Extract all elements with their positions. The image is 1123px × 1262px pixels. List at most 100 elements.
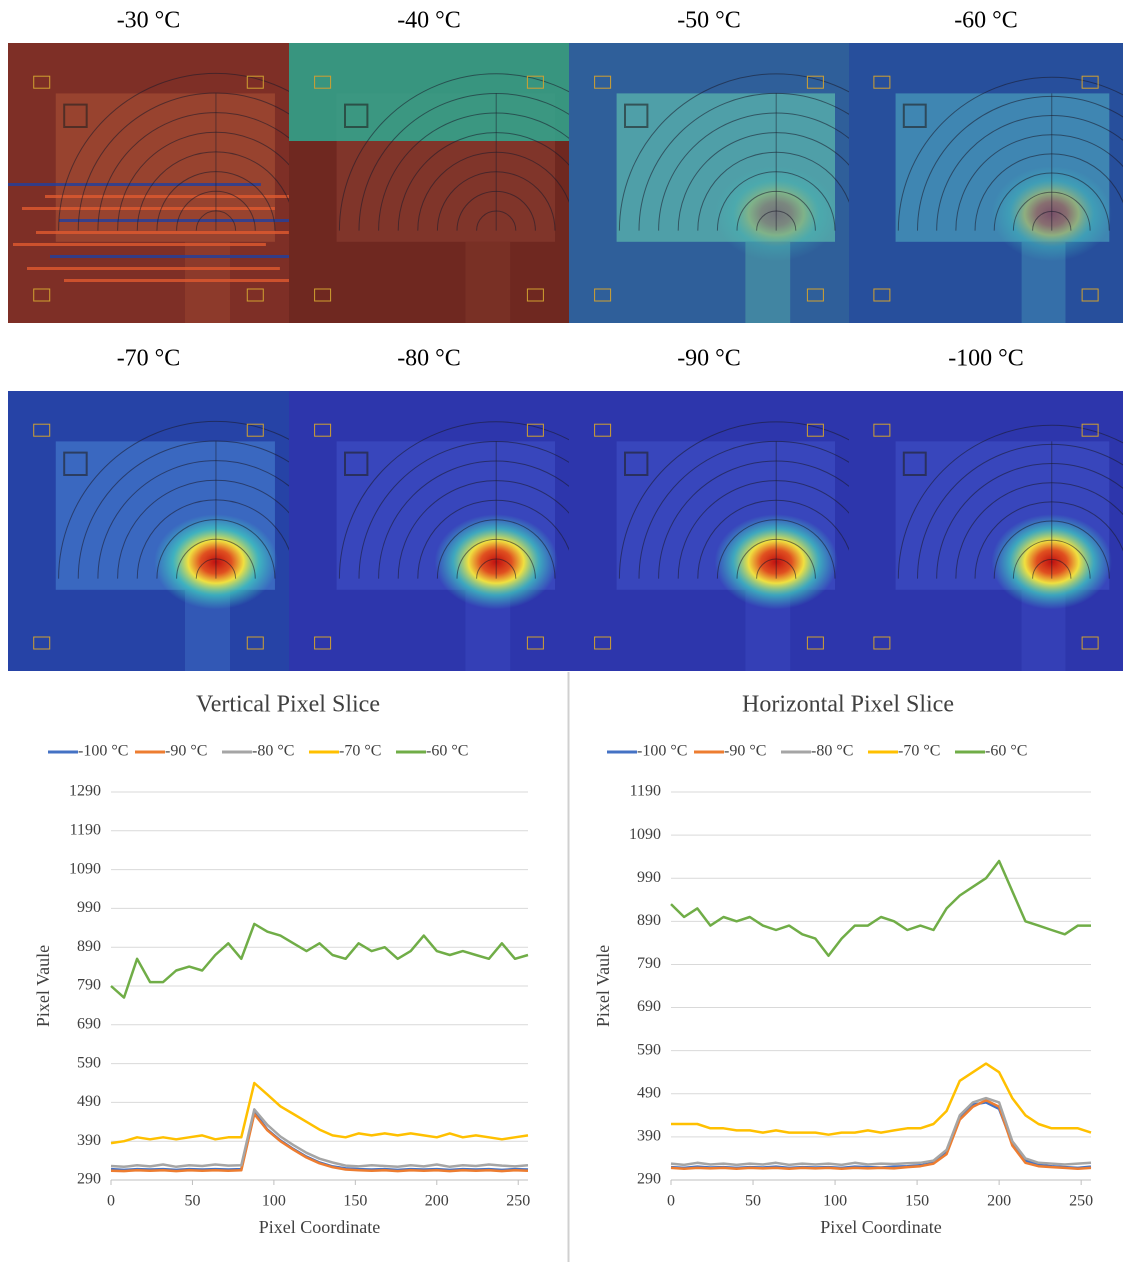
- series-line: [670, 1098, 1092, 1171]
- corner-marker: [314, 288, 332, 302]
- image-content: [849, 391, 1123, 671]
- thermal-image: [569, 43, 849, 323]
- y-tick-label: 590: [637, 1041, 661, 1058]
- y-tick-label: 890: [637, 912, 661, 929]
- image-content: [8, 43, 289, 323]
- corner-marker: [33, 423, 51, 437]
- y-tick-label: 390: [77, 1132, 101, 1149]
- thermal-image: [849, 391, 1123, 671]
- corner-marker: [246, 288, 264, 302]
- streak: [36, 231, 289, 234]
- streak: [13, 243, 266, 246]
- y-tick-label: 890: [77, 938, 101, 955]
- target-arc: [58, 72, 289, 231]
- thermal-image: [569, 391, 849, 671]
- image-content: [569, 43, 849, 323]
- corner-marker: [1081, 75, 1099, 89]
- corner-marker: [594, 75, 612, 89]
- corner-marker: [594, 636, 612, 650]
- logo: [624, 451, 649, 477]
- logo: [344, 451, 369, 477]
- streak: [27, 267, 280, 270]
- target-arc: [338, 73, 569, 231]
- panel-label: -100 °C: [948, 346, 1024, 372]
- y-axis-label: Pixel Vaule: [593, 945, 613, 1027]
- legend-label: -100 °C: [78, 743, 128, 760]
- y-tick-label: 690: [637, 998, 661, 1015]
- x-tick-label: 100: [262, 1193, 286, 1210]
- logo: [624, 103, 649, 128]
- panel-label: -90 °C: [677, 346, 741, 372]
- panel-label: -70 °C: [117, 346, 181, 372]
- legend-label: -70 °C: [898, 743, 940, 760]
- x-tick-label: 100: [823, 1193, 847, 1210]
- corner-marker: [526, 288, 544, 302]
- x-tick-label: 50: [184, 1193, 200, 1210]
- target-arc: [77, 440, 289, 579]
- y-tick-label: 1190: [630, 783, 661, 800]
- corner-marker: [526, 636, 544, 650]
- y-tick-label: 990: [77, 899, 101, 916]
- target-arc: [618, 73, 849, 231]
- target-arc: [338, 421, 569, 579]
- corner-marker: [526, 75, 544, 89]
- thermal-image: [8, 43, 289, 323]
- corner-marker: [1081, 636, 1099, 650]
- legend-label: -80 °C: [252, 743, 294, 760]
- logo: [63, 451, 88, 477]
- streak: [8, 183, 261, 186]
- legend-label: -90 °C: [165, 743, 207, 760]
- thermal-image: [8, 391, 289, 671]
- logo: [344, 103, 369, 128]
- thermal-image: [289, 391, 569, 671]
- corner-marker: [314, 636, 332, 650]
- image-content: [289, 43, 569, 323]
- y-tick-label: 390: [637, 1128, 661, 1145]
- pedestal: [185, 241, 230, 323]
- image-content: [849, 43, 1123, 323]
- y-tick-label: 290: [637, 1171, 661, 1188]
- corner-marker: [526, 423, 544, 437]
- x-axis-label: Pixel Coordinate: [259, 1217, 380, 1237]
- thermal-image: [849, 43, 1123, 323]
- y-tick-label: 1090: [69, 860, 101, 877]
- corner-marker: [873, 288, 891, 302]
- corner-marker: [873, 423, 891, 437]
- streak: [59, 219, 289, 222]
- corner-marker: [806, 75, 824, 89]
- streak: [45, 195, 289, 198]
- target-arc: [897, 76, 1123, 231]
- series-line: [670, 859, 1091, 958]
- corner-marker: [594, 423, 612, 437]
- y-tick-label: 690: [77, 1015, 101, 1032]
- x-tick-label: 150: [905, 1193, 929, 1210]
- y-tick-label: 590: [77, 1054, 101, 1071]
- corner-marker: [1081, 423, 1099, 437]
- y-tick-label: 990: [637, 869, 661, 886]
- corner-marker: [246, 75, 264, 89]
- corner-marker: [806, 423, 824, 437]
- thermal-image: [289, 43, 569, 323]
- x-tick-label: 200: [425, 1193, 449, 1210]
- corner-marker: [1081, 288, 1099, 302]
- panel-label: -40 °C: [397, 8, 461, 34]
- streak: [64, 279, 289, 282]
- x-tick-label: 0: [107, 1193, 115, 1210]
- sign-board: [55, 93, 275, 242]
- y-axis-label: Pixel Vaule: [33, 945, 53, 1027]
- corner-marker: [33, 75, 51, 89]
- y-tick-label: 490: [77, 1093, 101, 1110]
- series-line: [110, 1112, 529, 1173]
- corner-marker: [33, 288, 51, 302]
- y-tick-label: 1290: [69, 783, 101, 800]
- chart-title: Horizontal Pixel Slice: [742, 692, 954, 718]
- y-tick-label: 790: [637, 955, 661, 972]
- pedestal: [465, 241, 511, 323]
- chart-background: [8, 670, 1123, 1262]
- x-tick-label: 250: [1069, 1193, 1093, 1210]
- panel-label: -50 °C: [677, 8, 741, 34]
- series-line: [671, 1062, 1092, 1136]
- target-arc: [77, 92, 289, 231]
- y-tick-label: 790: [77, 977, 101, 994]
